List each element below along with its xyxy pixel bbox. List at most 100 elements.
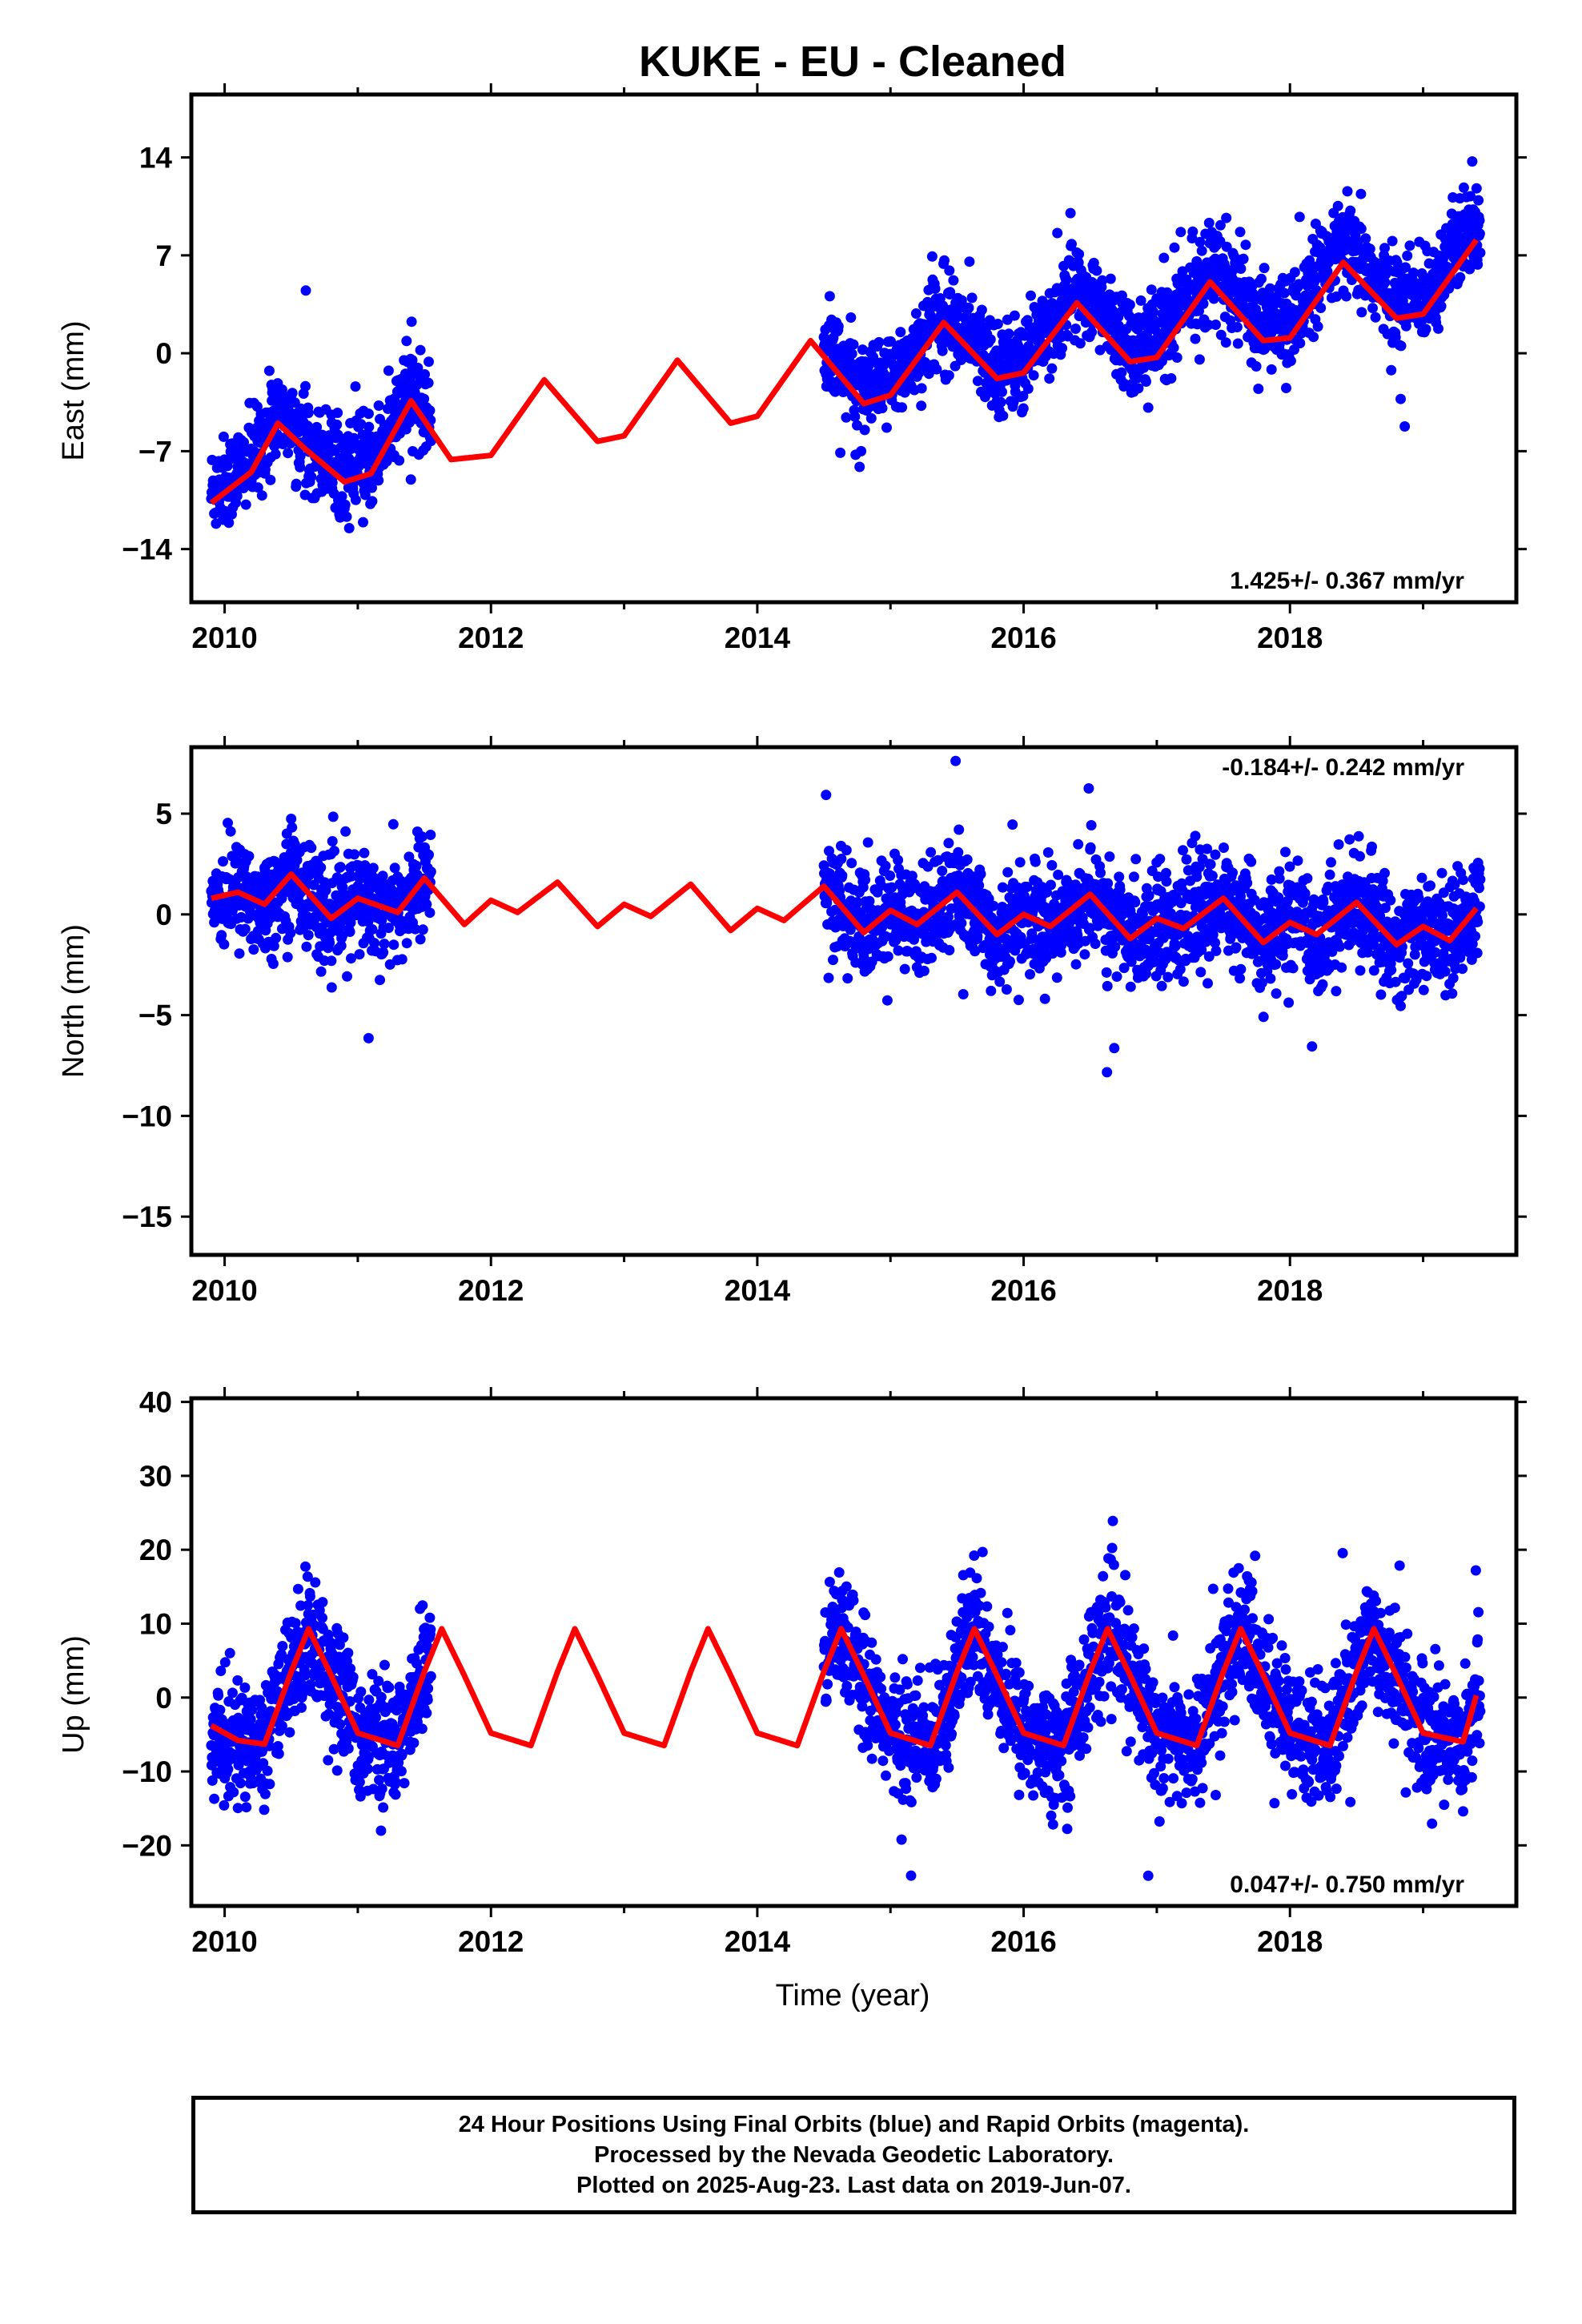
data-point [417,924,428,935]
data-point [424,907,436,919]
data-point [1124,311,1134,322]
data-point [332,408,343,418]
data-point [926,251,938,262]
data-point [311,421,323,432]
data-point [1251,361,1262,372]
data-point [841,845,852,856]
data-point [1028,370,1039,381]
data-point [1474,215,1485,226]
data-point [1472,259,1484,270]
data-point [381,456,392,467]
data-point [1331,986,1342,997]
data-point [424,356,434,368]
data-point [1355,223,1367,235]
data-point [1235,973,1246,984]
data-point [1042,847,1054,858]
data-point [1215,329,1227,340]
data-point [1360,233,1371,244]
data-point [1367,841,1377,852]
data-point [1221,212,1232,223]
data-point [1130,897,1141,908]
data-point [405,474,416,485]
data-point [1390,332,1401,343]
data-point [1285,356,1296,367]
data-point [1253,384,1264,394]
x-tick-label: 2014 [725,1925,791,1958]
data-point [1281,383,1291,393]
data-point [1014,857,1026,868]
data-point [248,944,259,955]
data-point [336,491,347,502]
data-point [419,393,430,404]
data-point [882,951,893,962]
data-point [1101,967,1112,978]
data-point [1003,328,1014,340]
data-point [355,419,367,430]
data-point [1299,888,1311,899]
data-point [327,836,338,846]
data-point [938,300,949,312]
data-point [1074,338,1086,349]
data-point [1079,949,1090,960]
data-point [998,410,1009,421]
y-tick-label: 40 [139,1386,172,1419]
data-point [268,940,279,951]
data-point [1198,298,1209,309]
data-point [893,854,904,866]
data-point [1090,939,1101,949]
data-point [287,388,298,399]
data-point [240,499,251,510]
data-point [410,923,421,935]
data-point [243,850,255,862]
data-point [1005,956,1015,967]
data-point [383,365,394,376]
x-tick-label: 2010 [191,621,257,654]
data-point [234,948,245,959]
data-point [1277,950,1288,961]
data-point [306,471,317,482]
y-tick-label: −20 [122,1829,172,1862]
data-point [1208,293,1219,304]
data-point [1142,402,1154,413]
data-point [1143,890,1154,901]
data-point [1315,303,1327,313]
data-point [1097,275,1108,286]
data-point [1178,845,1188,856]
data-point [975,868,986,879]
data-point [315,966,327,977]
data-point [909,879,920,890]
data-point [1135,295,1146,306]
data-point [1156,980,1167,991]
y-axis-label: East (mm) [57,320,90,460]
data-point [881,422,892,433]
data-point [1465,191,1476,202]
data-point [1114,871,1125,883]
data-point [918,965,930,976]
data-point [1367,303,1378,314]
data-point [1386,364,1397,376]
data-point [1470,931,1480,942]
data-point [1190,830,1201,842]
data-point [285,927,296,939]
data-point [1175,227,1186,238]
data-point [367,482,377,493]
y-tick-label: 20 [139,1534,172,1566]
data-point [252,926,263,937]
data-point [1194,354,1205,365]
data-point [1057,343,1068,354]
data-point [1447,972,1459,983]
data-point [1379,243,1390,254]
data-point [1227,867,1238,879]
data-point [1219,261,1231,272]
data-point [1146,284,1157,296]
data-point [348,432,359,444]
data-point [845,312,857,323]
data-point [1344,834,1355,845]
data-point [1196,245,1207,256]
data-points [206,156,1486,533]
data-point [1114,884,1126,895]
data-point [1472,947,1483,959]
data-point [1039,993,1050,1004]
data-point [1302,873,1313,884]
data-point [1025,969,1035,980]
